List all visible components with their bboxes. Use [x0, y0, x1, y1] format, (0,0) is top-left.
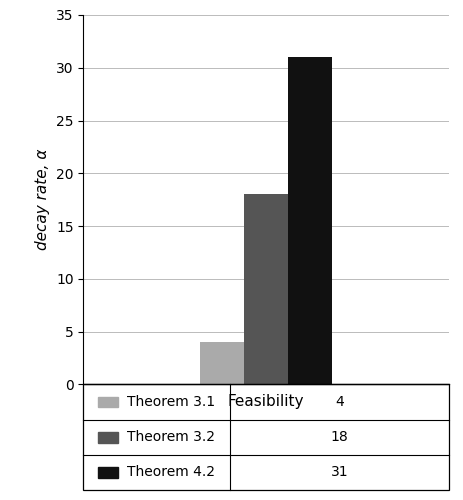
Text: Theorem 4.2: Theorem 4.2: [127, 466, 215, 479]
Text: 31: 31: [331, 466, 348, 479]
Bar: [98, 397, 118, 407]
Text: Theorem 3.1: Theorem 3.1: [127, 395, 215, 409]
Bar: [98, 467, 118, 477]
Bar: [244, 194, 288, 384]
Text: 4: 4: [335, 395, 344, 409]
Text: Theorem 3.2: Theorem 3.2: [127, 430, 215, 444]
Y-axis label: decay rate, α: decay rate, α: [36, 149, 50, 250]
Bar: [98, 432, 118, 442]
Bar: [200, 342, 244, 384]
Bar: [288, 57, 332, 384]
Text: 18: 18: [331, 430, 348, 444]
